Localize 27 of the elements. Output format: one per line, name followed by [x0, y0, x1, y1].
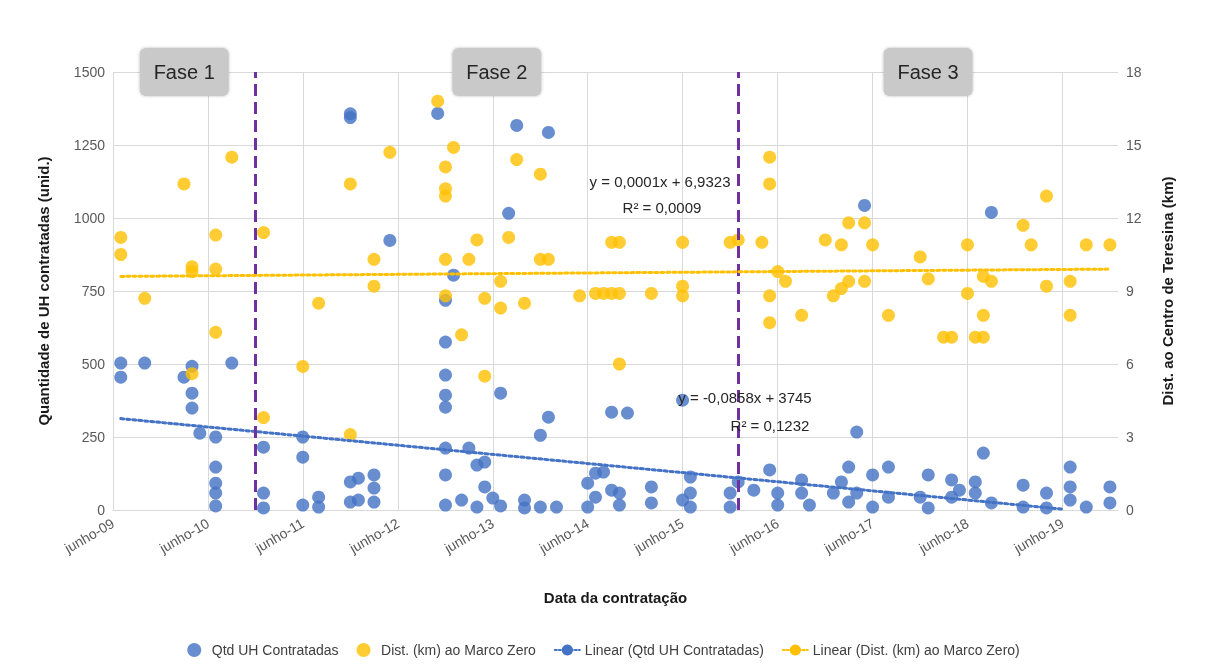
- legend-label: Linear (Dist. (km) ao Marco Zero): [812, 642, 1020, 658]
- y-tick-label: 1250: [73, 137, 106, 153]
- y-axis-title: Quantidade de UH contratadas (unid.): [35, 156, 52, 426]
- y2-tick-label: 15: [1126, 137, 1142, 153]
- annotation: R² = 0,1232: [730, 416, 810, 434]
- annotation: R² = 0,0009: [622, 198, 702, 216]
- legend-label: Qtd UH Contratadas: [211, 642, 339, 658]
- y-tick-label: 250: [81, 429, 106, 445]
- y2-tick-label: 12: [1126, 210, 1142, 226]
- annotation: Fase 1: [153, 61, 215, 83]
- y2-tick-label: 18: [1126, 64, 1142, 80]
- annotation: y = 0,0001x + 6,9323: [589, 172, 731, 190]
- y-tick-label: 1000: [73, 210, 106, 226]
- annotation: Fase 2: [466, 61, 528, 83]
- y2-tick-label: 9: [1126, 283, 1134, 299]
- y-tick-label: 1500: [73, 64, 106, 80]
- y-tick-label: 0: [97, 502, 106, 518]
- y2-tick-label: 6: [1126, 356, 1134, 372]
- y2-axis-title: Dist. ao Centro de Teresina (km): [1159, 176, 1176, 406]
- y2-tick-label: 0: [1126, 502, 1134, 518]
- x-axis-title: Data da contratação: [543, 589, 688, 606]
- y2-tick-label: 3: [1126, 429, 1134, 445]
- annotation: Fase 3: [897, 61, 959, 83]
- legend-label: Linear (Qtd UH Contratadas): [584, 642, 764, 658]
- y-tick-label: 500: [81, 356, 106, 372]
- legend-label: Dist. (km) ao Marco Zero: [381, 642, 537, 658]
- y-tick-label: 750: [81, 283, 106, 299]
